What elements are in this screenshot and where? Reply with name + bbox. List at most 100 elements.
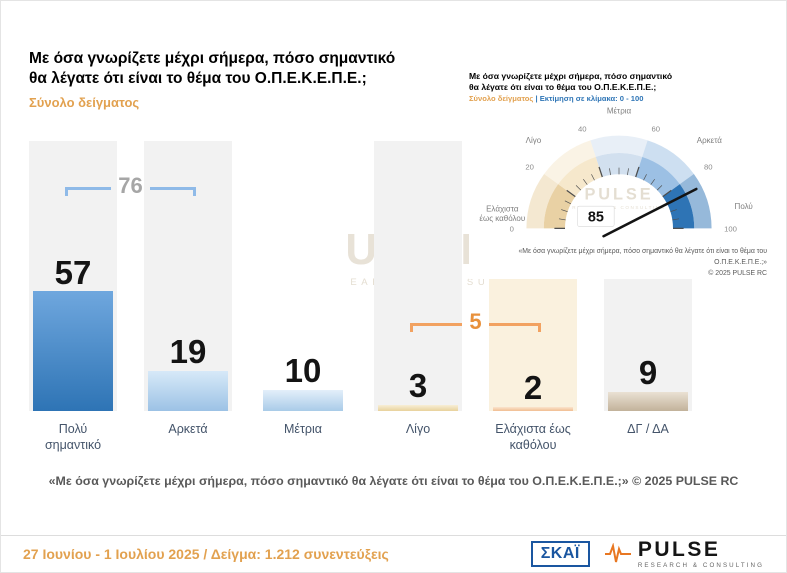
gauge-svg: 0 20 40 60 80 100 Ελάχιστα έως καθόλου Λίγο Μέτρι… <box>479 107 753 282</box>
gauge-arc-outer <box>642 140 694 185</box>
gauge-tick-label: 100 <box>724 225 737 234</box>
gauge-title: Με όσα γνωρίζετε μέχρι σήμερα, πόσο σημα… <box>469 71 769 93</box>
chart-caption: «Με όσα γνωρίζετε μέχρι σήμερα, πόσο σημ… <box>1 474 786 488</box>
page-title-line-2: θα λέγατε ότι είναι το θέμα του Ο.Π.Ε.Κ.… <box>29 70 367 88</box>
gauge-arc-outer <box>544 140 596 185</box>
gauge-subtitle-scale: | Εκτίμηση σε κλίμακα: 0 - 100 <box>535 94 644 104</box>
caption-credit: © 2025 PULSE RC <box>632 474 739 488</box>
gauge-tick <box>561 209 568 213</box>
gauge-watermark-brand: PULSE <box>584 186 653 204</box>
category-label: ΔΓ / ΔΑ <box>627 422 669 436</box>
gauge-tick <box>656 185 663 191</box>
gauge-scale-label: Ελάχιστα έως καθόλου <box>479 205 525 223</box>
group-bracket: 76 <box>65 175 197 197</box>
bracket-line <box>65 187 112 196</box>
gauge-subtitle: Σύνολο δείγματος | Εκτίμηση σε κλίμακα: … <box>469 94 769 103</box>
chart-subtitle: Σύνολο δείγματος <box>29 95 140 110</box>
bar-value-label: 19 <box>169 333 207 371</box>
category-label: Μέτρια <box>283 422 323 436</box>
gauge-value-box <box>577 206 615 228</box>
bar-column: 3 <box>374 141 462 411</box>
category-label: Αρκετά <box>168 422 208 436</box>
bracket-line <box>149 187 197 196</box>
gauge-tick <box>583 179 588 186</box>
gauge-arc <box>543 184 576 229</box>
bar-value-label: 3 <box>408 367 428 405</box>
gauge-scale-label: Αρκετά <box>697 136 723 145</box>
gauge-tick-label: 80 <box>704 163 713 172</box>
bar-column: 10 <box>259 141 347 411</box>
bar-value-label: 9 <box>638 354 658 392</box>
gauge-arc-outer <box>526 174 559 229</box>
gauge-scale-label: Πολύ <box>735 203 753 212</box>
bar-chart: 57 19 10 3 2 9 76 5 <box>29 141 692 411</box>
category-labels: Πολύ σημαντικό Αρκετά Μέτρια Λίγο Ελάχιστα έ… <box>29 421 692 454</box>
gauge-tick <box>672 218 680 221</box>
bar <box>378 404 458 411</box>
gauge-caption: «Με όσα γνωρίζετε μέχρι σήμερα, πόσο σημ… <box>469 247 769 279</box>
bar-column: 57 <box>29 141 117 411</box>
gauge-arc <box>558 157 603 197</box>
bar <box>33 291 113 411</box>
gauge-tick <box>650 179 655 186</box>
gauge-tick <box>564 200 572 205</box>
gauge-needle <box>602 188 698 238</box>
gauge-watermark-tagline: RESEARCH & CONSULTING <box>572 205 666 210</box>
gauge-title-line-2: θα λέγατε ότι είναι το θέμα του Ο.Π.Ε.Κ.… <box>469 82 657 93</box>
gauge-scale-label: Λίγο <box>526 136 542 145</box>
gauge-tick-label: 0 <box>510 225 514 234</box>
group-total: 5 <box>469 309 482 334</box>
gauge-tick <box>627 168 629 176</box>
pulse-logo-text: PULSE RESEARCH & CONSULTING <box>638 539 764 569</box>
gauge-arc-outer <box>679 174 712 229</box>
page-title-line-1: Με όσα γνωρίζετε μέχρι σήμερα, πόσο σημα… <box>29 50 396 67</box>
gauge-tick <box>670 209 677 213</box>
bar <box>148 371 228 411</box>
gauge-subtitle-sample: Σύνολο δείγματος <box>469 94 534 104</box>
group-total: 76 <box>118 173 143 198</box>
gauge-tick <box>566 190 576 198</box>
gauge-tick <box>575 185 582 191</box>
footer-logos: ΣΚΑΪ PULSE RESEARCH & CONSULTING <box>530 539 764 569</box>
bar <box>263 390 343 411</box>
gauge-tick <box>558 218 566 221</box>
gauge-tick-label: 60 <box>651 125 660 134</box>
caption-question: «Με όσα γνωρίζετε μέχρι σήμερα, πόσο σημ… <box>48 474 629 488</box>
gauge-tick <box>643 174 647 181</box>
gauge-tick-label: 40 <box>578 125 587 134</box>
gauge-caption-question: «Με όσα γνωρίζετε μέχρι σήμερα, πόσο σημ… <box>518 248 767 267</box>
bar-value-label: 2 <box>523 369 543 407</box>
bracket-line <box>488 323 541 332</box>
skai-logo: ΣΚΑΪ <box>530 541 590 567</box>
gauge-tick <box>635 167 640 178</box>
gauge-caption-credit: © 2025 PULSE RC <box>708 269 767 277</box>
gauge-value: 85 <box>588 210 604 226</box>
bracket-line <box>410 323 463 332</box>
pulse-logo-waveform-icon <box>604 543 631 563</box>
gauge-tick <box>609 168 611 176</box>
gauge-tick-label: 20 <box>525 163 534 172</box>
bar <box>493 406 573 411</box>
bar-value-label: 57 <box>54 253 92 291</box>
gauge-tick <box>598 167 603 178</box>
bar-column: 19 <box>144 141 232 411</box>
fieldwork-note: 27 Ιουνίου - 1 Ιουλίου 2025 / Δείγμα: 1.… <box>23 546 389 562</box>
group-bracket: 5 <box>410 311 541 333</box>
gauge-panel: Με όσα γνωρίζετε μέχρι σήμερα, πόσο σημα… <box>469 65 769 282</box>
gauge-scale-label: Μέτρια <box>607 107 632 116</box>
gauge-arc <box>635 157 680 197</box>
bar-value-label: 10 <box>284 352 322 390</box>
gauge-tick <box>591 174 595 181</box>
gauge-arc <box>595 153 643 178</box>
bar <box>608 392 688 411</box>
pulse-logo: PULSE RESEARCH & CONSULTING <box>604 539 764 569</box>
page-title: Με όσα γνωρίζετε μέχρι σήμερα, πόσο σημα… <box>29 49 395 90</box>
category-label: Λίγο <box>405 422 431 436</box>
pulse-logo-tagline: RESEARCH & CONSULTING <box>637 562 764 569</box>
pulse-logo-name: PULSE <box>637 538 721 561</box>
category-label: Πολύ σημαντικό <box>44 422 102 453</box>
category-label: Ελάχιστα έως καθόλου <box>495 422 571 453</box>
gauge-arc-outer <box>590 136 648 158</box>
footer: 27 Ιουνίου - 1 Ιουλίου 2025 / Δείγμα: 1.… <box>1 535 786 572</box>
